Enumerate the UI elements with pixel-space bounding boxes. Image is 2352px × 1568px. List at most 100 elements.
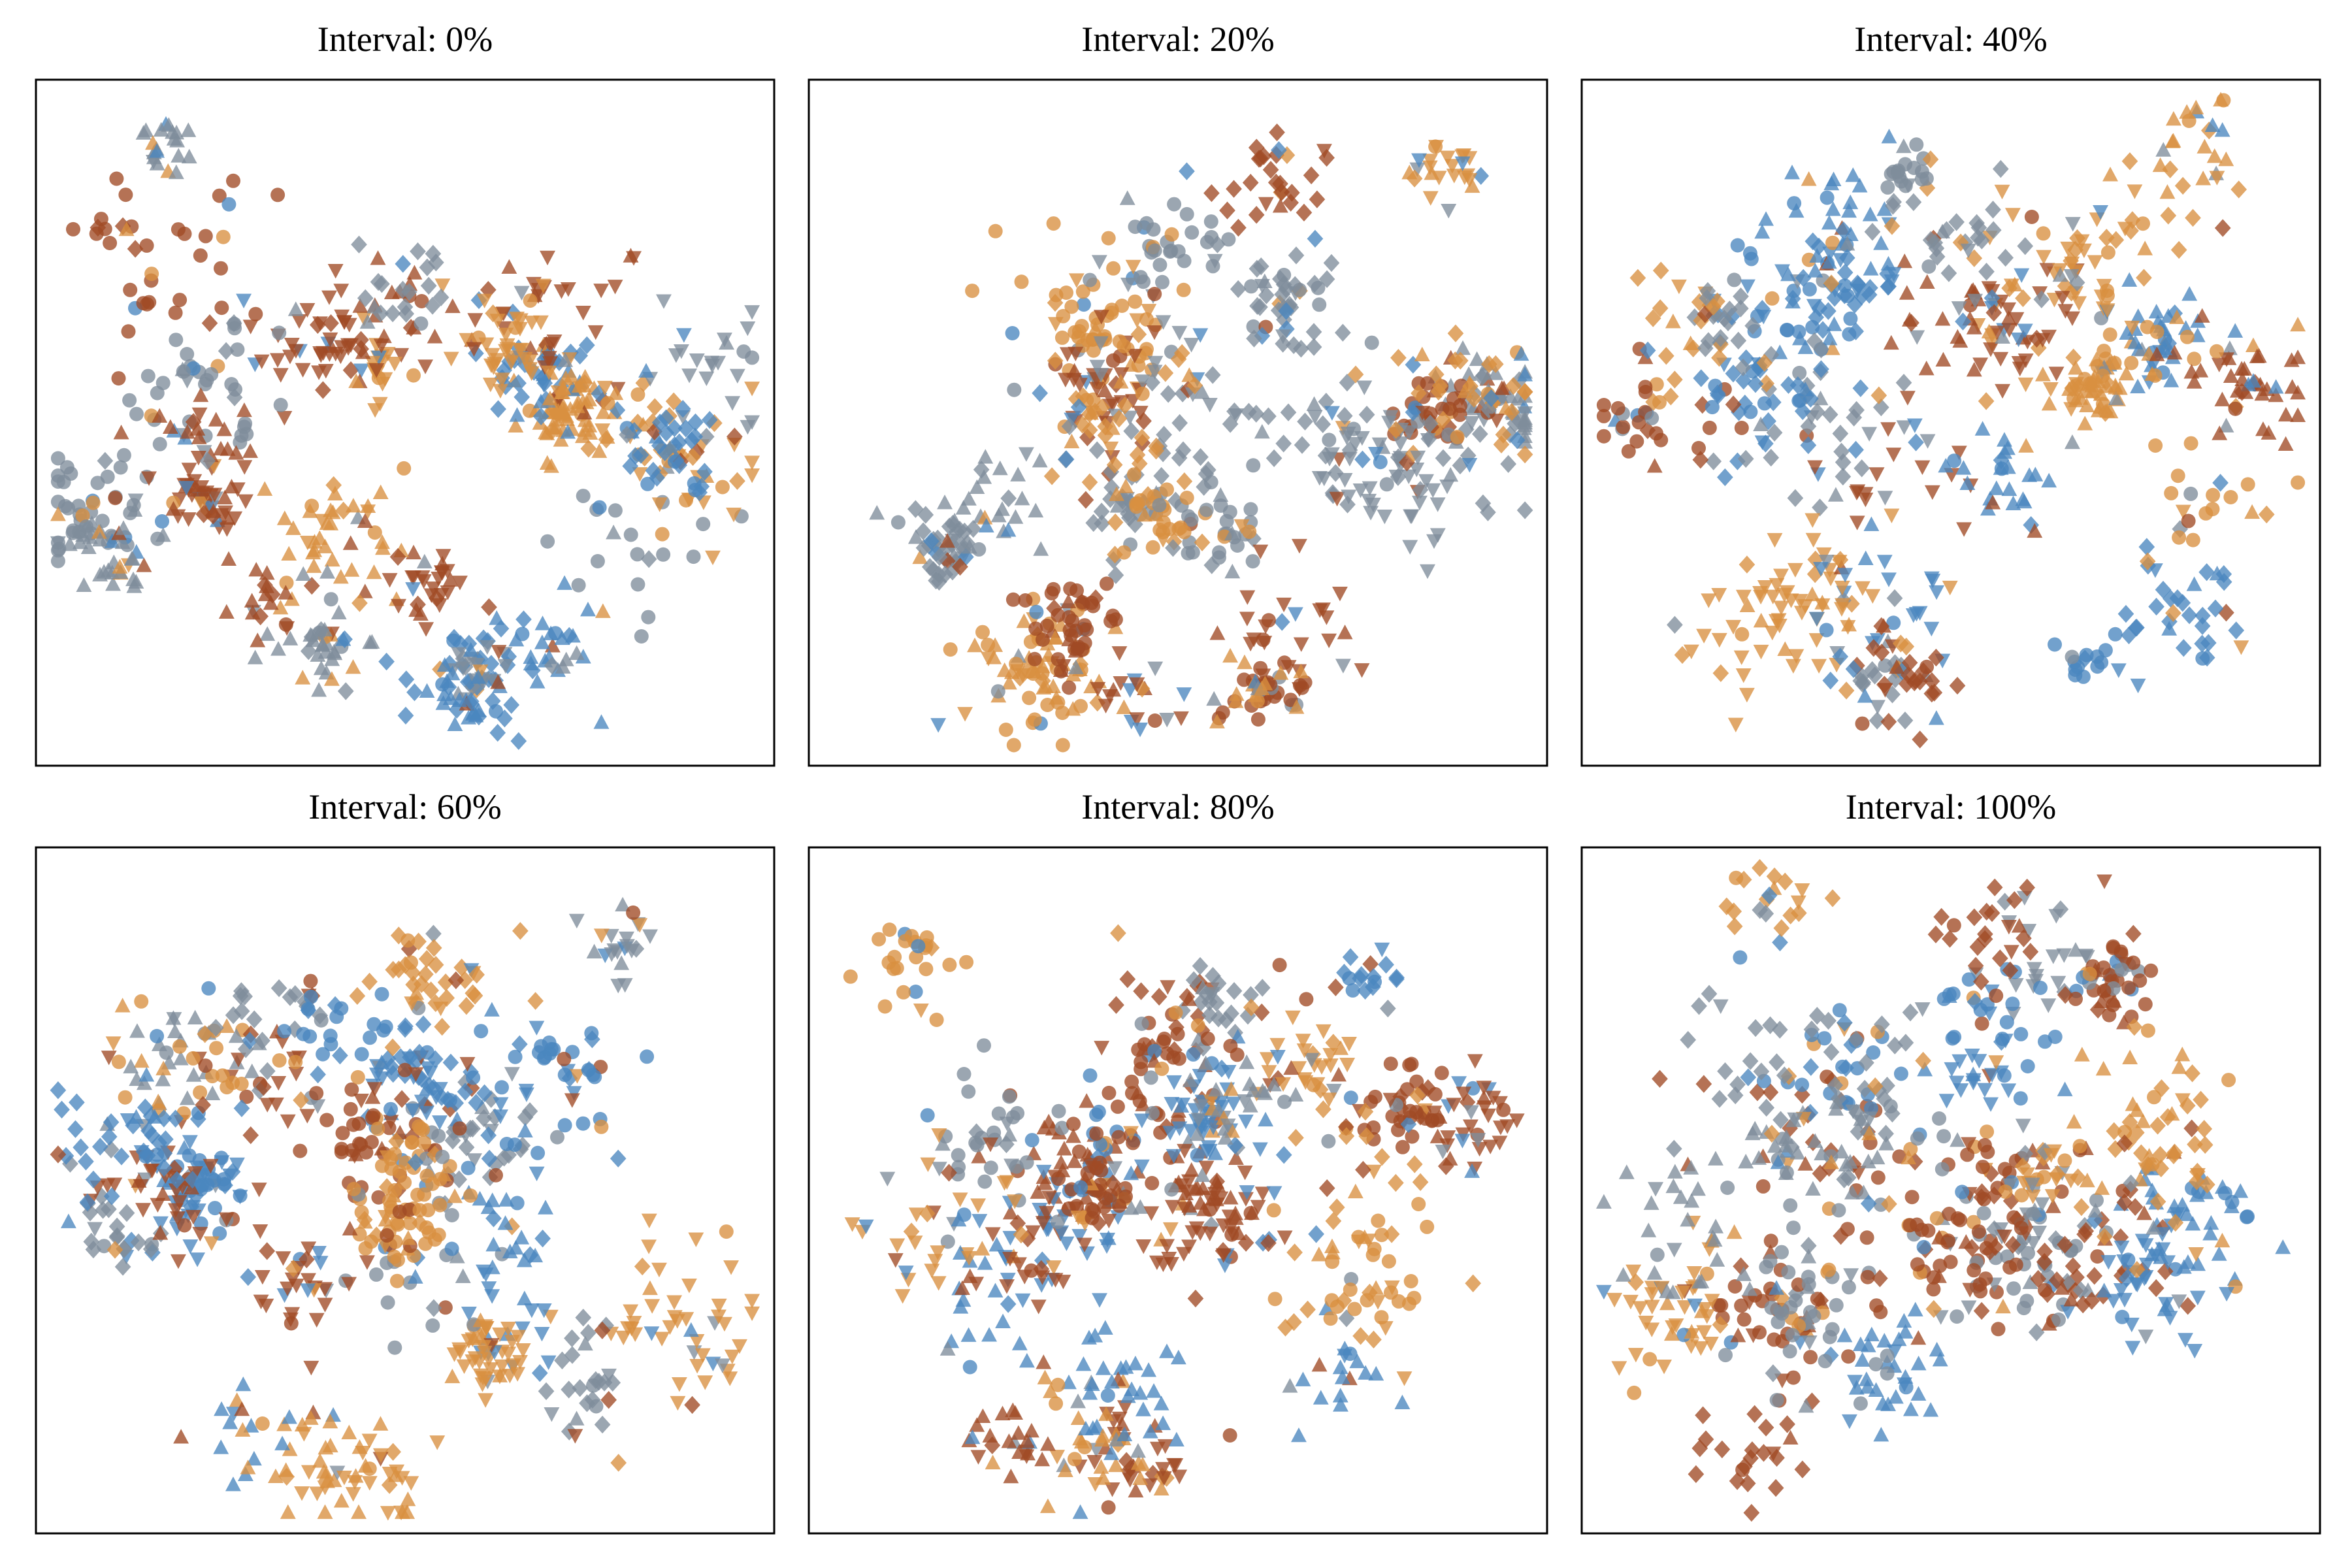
scatter-point	[284, 1272, 301, 1288]
scatter-point	[1160, 482, 1174, 497]
scatter-point	[1747, 375, 1764, 393]
scatter-point	[247, 649, 263, 664]
scatter-point	[1224, 525, 1240, 541]
scatter-point	[1841, 1280, 1856, 1295]
scatter-point	[1000, 522, 1017, 537]
scatter-point	[1906, 418, 1923, 433]
scatter-point	[1282, 1378, 1298, 1393]
scatter-point	[2099, 303, 2115, 318]
scatter-point	[118, 188, 133, 203]
scatter-point	[1821, 1262, 1837, 1277]
scatter-point	[170, 1254, 186, 1269]
scatter-point	[1226, 180, 1242, 198]
scatter-point	[923, 938, 940, 957]
scatter-point	[1273, 613, 1290, 631]
scatter-point	[1075, 387, 1092, 406]
scatter-point	[1428, 139, 1443, 154]
scatter-point	[92, 566, 108, 581]
scatter-point	[640, 1049, 655, 1064]
scatter-point	[1390, 349, 1407, 367]
scatter-point	[204, 1085, 221, 1101]
scatter-point	[152, 1225, 169, 1240]
scatter-point	[1665, 1139, 1682, 1158]
scatter-point	[259, 1062, 276, 1081]
scatter-point	[1239, 1054, 1255, 1070]
scatter-point	[1870, 386, 1887, 404]
scatter-point	[169, 1171, 186, 1189]
scatter-point	[1785, 659, 1801, 674]
scatter-point	[1321, 1134, 1336, 1149]
scatter-point	[1629, 434, 1644, 449]
scatter-point	[1230, 538, 1245, 553]
scatter-point	[345, 659, 361, 674]
scatter-point	[1208, 1081, 1224, 1097]
scatter-point	[1245, 554, 1260, 569]
scatter-point	[1944, 1062, 1960, 1077]
scatter-point	[1118, 478, 1134, 493]
scatter-point	[740, 321, 756, 336]
scatter-point	[531, 1364, 548, 1382]
scatter-point	[2068, 360, 2084, 375]
scatter-point	[1203, 184, 1220, 203]
scatter-point	[1273, 665, 1289, 680]
scatter-point	[1155, 315, 1171, 330]
scatter-point	[2211, 1246, 2227, 1261]
scatter-point	[514, 388, 531, 406]
scatter-point	[455, 1268, 471, 1283]
scatter-point	[1795, 269, 1812, 287]
scatter-point	[1030, 1184, 1046, 1199]
scatter-point	[1001, 675, 1017, 690]
scatter-point	[2015, 289, 2031, 308]
scatter-point	[536, 1303, 552, 1318]
scatter-point	[1831, 1203, 1846, 1218]
scatter-point	[101, 1200, 117, 1218]
scatter-point	[1844, 1184, 1860, 1200]
scatter-point	[532, 1045, 546, 1060]
scatter-point	[1066, 1117, 1081, 1132]
scatter-point	[1801, 1249, 1817, 1264]
scatter-point	[2040, 998, 2057, 1013]
scatter-point	[1108, 612, 1123, 627]
scatter-point	[1447, 324, 1464, 342]
scatter-point	[907, 1235, 923, 1250]
scatter-point	[1835, 221, 1852, 240]
scatter-point	[967, 637, 983, 653]
scatter-point	[314, 514, 331, 529]
scatter-point	[544, 422, 560, 440]
scatter-point	[2244, 504, 2261, 519]
scatter-point	[166, 1160, 183, 1178]
scatter-point	[1771, 613, 1787, 628]
scatter-point	[969, 1417, 985, 1432]
scatter-point	[391, 598, 406, 614]
scatter-point	[135, 1203, 151, 1218]
scatter-point	[1035, 1216, 1051, 1231]
scatter-point	[483, 1002, 500, 1017]
scatter-point	[498, 327, 514, 342]
scatter-point	[1878, 1135, 1895, 1151]
scatter-point	[1763, 1124, 1780, 1143]
scatter-point	[438, 1300, 453, 1315]
scatter-point	[152, 408, 168, 423]
scatter-point	[971, 1149, 987, 1164]
scatter-point	[1293, 637, 1309, 652]
scatter-point	[1777, 641, 1793, 656]
scatter-point	[2155, 142, 2172, 157]
scatter-point	[1182, 1072, 1198, 1087]
scatter-point	[203, 1158, 219, 1174]
scatter-point	[459, 1056, 476, 1072]
scatter-point	[1337, 1348, 1353, 1364]
panel-title: Interval: 20%	[1081, 20, 1274, 59]
scatter-point	[1039, 1436, 1056, 1451]
scatter-point	[638, 363, 654, 378]
scatter-point	[302, 503, 318, 518]
scatter-point	[641, 610, 656, 625]
scatter-point	[1803, 1305, 1818, 1320]
scatter-point	[1077, 618, 1092, 633]
scatter-point	[125, 1116, 142, 1135]
scatter-point	[1874, 1396, 1891, 1411]
scatter-point	[1476, 1081, 1492, 1096]
scatter-point	[1412, 1107, 1429, 1126]
scatter-point	[180, 122, 197, 137]
scatter-point	[1409, 162, 1426, 177]
scatter-point	[564, 1346, 581, 1364]
